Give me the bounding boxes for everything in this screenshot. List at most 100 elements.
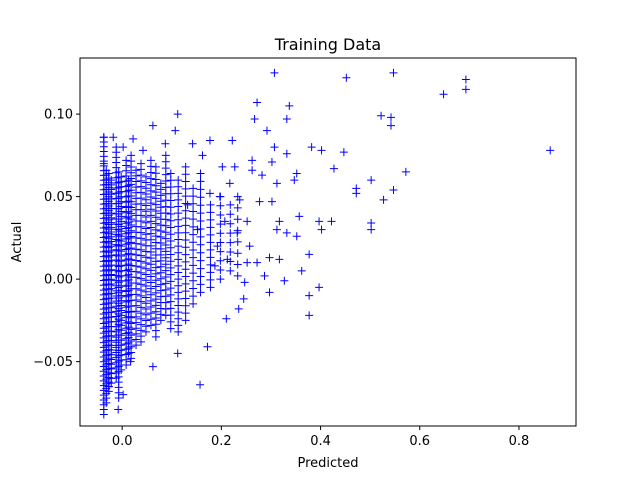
data-point	[285, 101, 294, 110]
data-point	[189, 245, 198, 254]
data-point	[218, 162, 227, 171]
data-point	[189, 276, 198, 285]
y-axis-label: Actual	[10, 222, 25, 263]
data-point	[213, 242, 222, 251]
data-point	[206, 230, 215, 239]
data-point	[352, 189, 361, 198]
data-point	[367, 176, 376, 185]
y-axis: −0.05 0.00 0.05 0.10	[33, 108, 80, 370]
y-tick-label: 0.05	[44, 190, 73, 205]
data-point	[174, 176, 183, 185]
data-point	[305, 291, 314, 300]
data-point	[188, 139, 197, 148]
x-axis: 0.0 0.2 0.4 0.6 0.8	[112, 426, 529, 449]
data-point	[225, 179, 234, 188]
data-point	[205, 189, 214, 198]
data-point	[230, 162, 239, 171]
data-point	[181, 162, 190, 171]
data-point	[196, 177, 205, 186]
data-point	[233, 215, 242, 224]
data-point	[386, 113, 395, 122]
data-point	[166, 169, 175, 178]
data-point	[166, 277, 175, 286]
data-point	[181, 170, 190, 179]
data-point	[210, 261, 219, 270]
data-point	[206, 260, 215, 269]
data-point	[206, 283, 215, 292]
data-point	[233, 237, 242, 246]
data-point	[260, 271, 269, 280]
data-point	[317, 146, 326, 155]
data-point	[253, 258, 262, 267]
data-point	[216, 220, 225, 229]
data-point	[282, 149, 291, 158]
data-point	[226, 219, 235, 228]
data-point	[239, 294, 248, 303]
data-point	[216, 229, 225, 238]
data-point	[148, 121, 157, 130]
data-point	[166, 230, 175, 239]
data-point	[461, 85, 470, 94]
data-point	[166, 250, 175, 259]
data-point	[166, 176, 175, 185]
data-point	[223, 255, 232, 264]
data-point	[379, 195, 388, 204]
data-point	[146, 156, 155, 165]
data-point	[342, 73, 351, 82]
data-point	[173, 349, 182, 358]
data-point	[166, 304, 175, 313]
data-point	[248, 156, 257, 165]
data-point	[181, 279, 190, 288]
data-point	[166, 216, 175, 225]
data-point	[196, 380, 205, 389]
data-point	[196, 256, 205, 265]
data-point	[166, 270, 175, 279]
data-point	[166, 317, 175, 326]
data-point	[181, 309, 190, 318]
data-point	[226, 200, 235, 209]
data-point	[119, 143, 128, 152]
data-point	[181, 272, 190, 281]
data-point	[114, 167, 123, 176]
y-tick-label: 0.10	[44, 108, 73, 123]
data-point	[327, 217, 336, 226]
data-point	[166, 284, 175, 293]
data-point	[196, 193, 205, 202]
data-point	[233, 203, 242, 212]
data-point	[132, 166, 141, 175]
data-point	[196, 264, 205, 273]
data-point	[151, 162, 160, 171]
data-point	[290, 176, 299, 185]
data-point	[166, 263, 175, 272]
data-point	[233, 228, 242, 237]
data-point	[275, 255, 284, 264]
data-point	[220, 217, 229, 226]
data-point	[126, 357, 135, 366]
data-point	[166, 223, 175, 232]
data-point	[235, 195, 244, 204]
data-point	[107, 176, 116, 185]
data-point	[262, 126, 271, 135]
data-point	[181, 257, 190, 266]
data-point	[166, 209, 175, 218]
data-point	[267, 197, 276, 206]
data-point	[243, 258, 252, 267]
data-point	[226, 210, 235, 219]
data-point	[245, 242, 254, 251]
data-point	[206, 200, 215, 209]
data-point	[189, 238, 198, 247]
data-point	[386, 121, 395, 130]
data-point	[206, 223, 215, 232]
data-point	[117, 172, 126, 181]
data-point	[205, 136, 214, 145]
data-point	[292, 232, 301, 241]
plot-frame	[79, 57, 577, 427]
data-point	[104, 169, 113, 178]
data-point	[206, 245, 215, 254]
data-point	[119, 390, 128, 399]
data-point	[248, 166, 257, 175]
data-point	[189, 207, 198, 216]
data-point	[196, 248, 205, 257]
data-point	[317, 225, 326, 234]
